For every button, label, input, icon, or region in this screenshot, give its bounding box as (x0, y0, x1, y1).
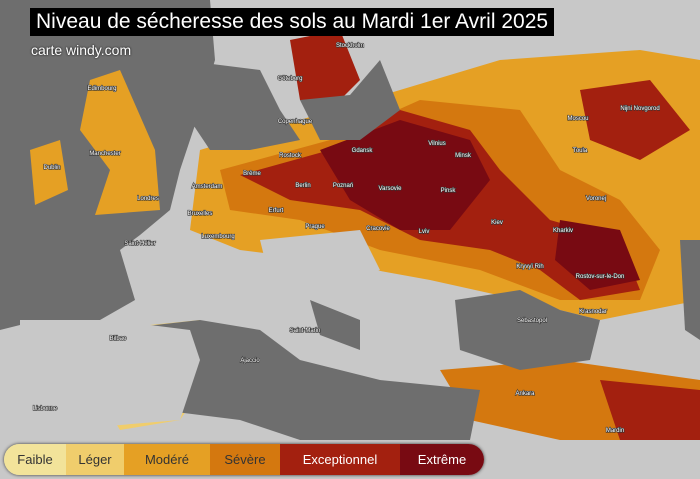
city-label: Brême (243, 171, 261, 177)
city-label: Cracovie (366, 226, 390, 232)
legend-item: Modéré (124, 444, 210, 475)
city-label: Saint-Marin (290, 328, 321, 334)
city-label: Rostock (279, 153, 302, 159)
city-label: Erfurt (269, 208, 284, 214)
city-label: Vilnius (428, 141, 446, 147)
legend-item: Léger (66, 444, 124, 475)
city-label: Sébastopol (517, 318, 547, 324)
city-label: Ajaccio (240, 358, 260, 364)
city-label: Poznań (333, 183, 353, 189)
city-label: Mardin (606, 428, 624, 434)
city-label: Kryvyï Rih (516, 264, 543, 270)
city-label: Varsovie (379, 186, 403, 192)
city-label: Kharkiv (553, 228, 573, 234)
legend-item: Faible (4, 444, 66, 475)
city-label: Pinsk (441, 188, 457, 194)
city-label: Manchester (89, 151, 120, 157)
legend-item: Exceptionnel (280, 444, 400, 475)
legend-item: Extrême (400, 444, 484, 475)
city-label: Göteborg (277, 76, 302, 82)
city-label: Lisbonne (33, 406, 58, 412)
map-title: Niveau de sécheresse des sols au Mardi 1… (30, 8, 555, 36)
city-label: Luxembourg (201, 234, 234, 240)
city-labels: Stockholm Göteborg Copenhague Edimbourg … (32, 42, 660, 434)
map-source: carte windy.com (31, 42, 132, 58)
city-label: Ankara (515, 391, 535, 397)
city-label: Rostov-sur-le-Don (576, 274, 625, 280)
city-label: Copenhague (278, 119, 313, 125)
city-label: Kiev (491, 220, 503, 226)
city-label: Minsk (455, 153, 472, 159)
city-label: Edimbourg (87, 86, 116, 92)
legend-item: Sévère (210, 444, 280, 475)
city-label: Voronej (586, 196, 606, 202)
city-label: Saint-Hélier (124, 241, 155, 247)
city-label: Stockholm (336, 43, 364, 49)
city-label: Amsterdam (192, 184, 223, 190)
city-label: Moscou (567, 116, 588, 122)
city-label: Londres (137, 196, 159, 202)
city-label: Dublin (43, 165, 60, 171)
city-label: Lviv (419, 229, 430, 235)
city-label: Bilbao (110, 336, 127, 342)
city-label: Toula (573, 148, 588, 154)
islands (20, 70, 200, 430)
city-label: Nijni Novgorod (620, 106, 659, 112)
city-label: Prague (305, 224, 325, 230)
legend: Faible Léger Modéré Sévère Exceptionnel Extrê… (4, 444, 484, 475)
city-label: Gdansk (352, 148, 374, 154)
city-label: Bruxelles (188, 211, 213, 217)
city-label: Krasnodar (579, 309, 607, 315)
city-label: Berlin (295, 183, 310, 189)
